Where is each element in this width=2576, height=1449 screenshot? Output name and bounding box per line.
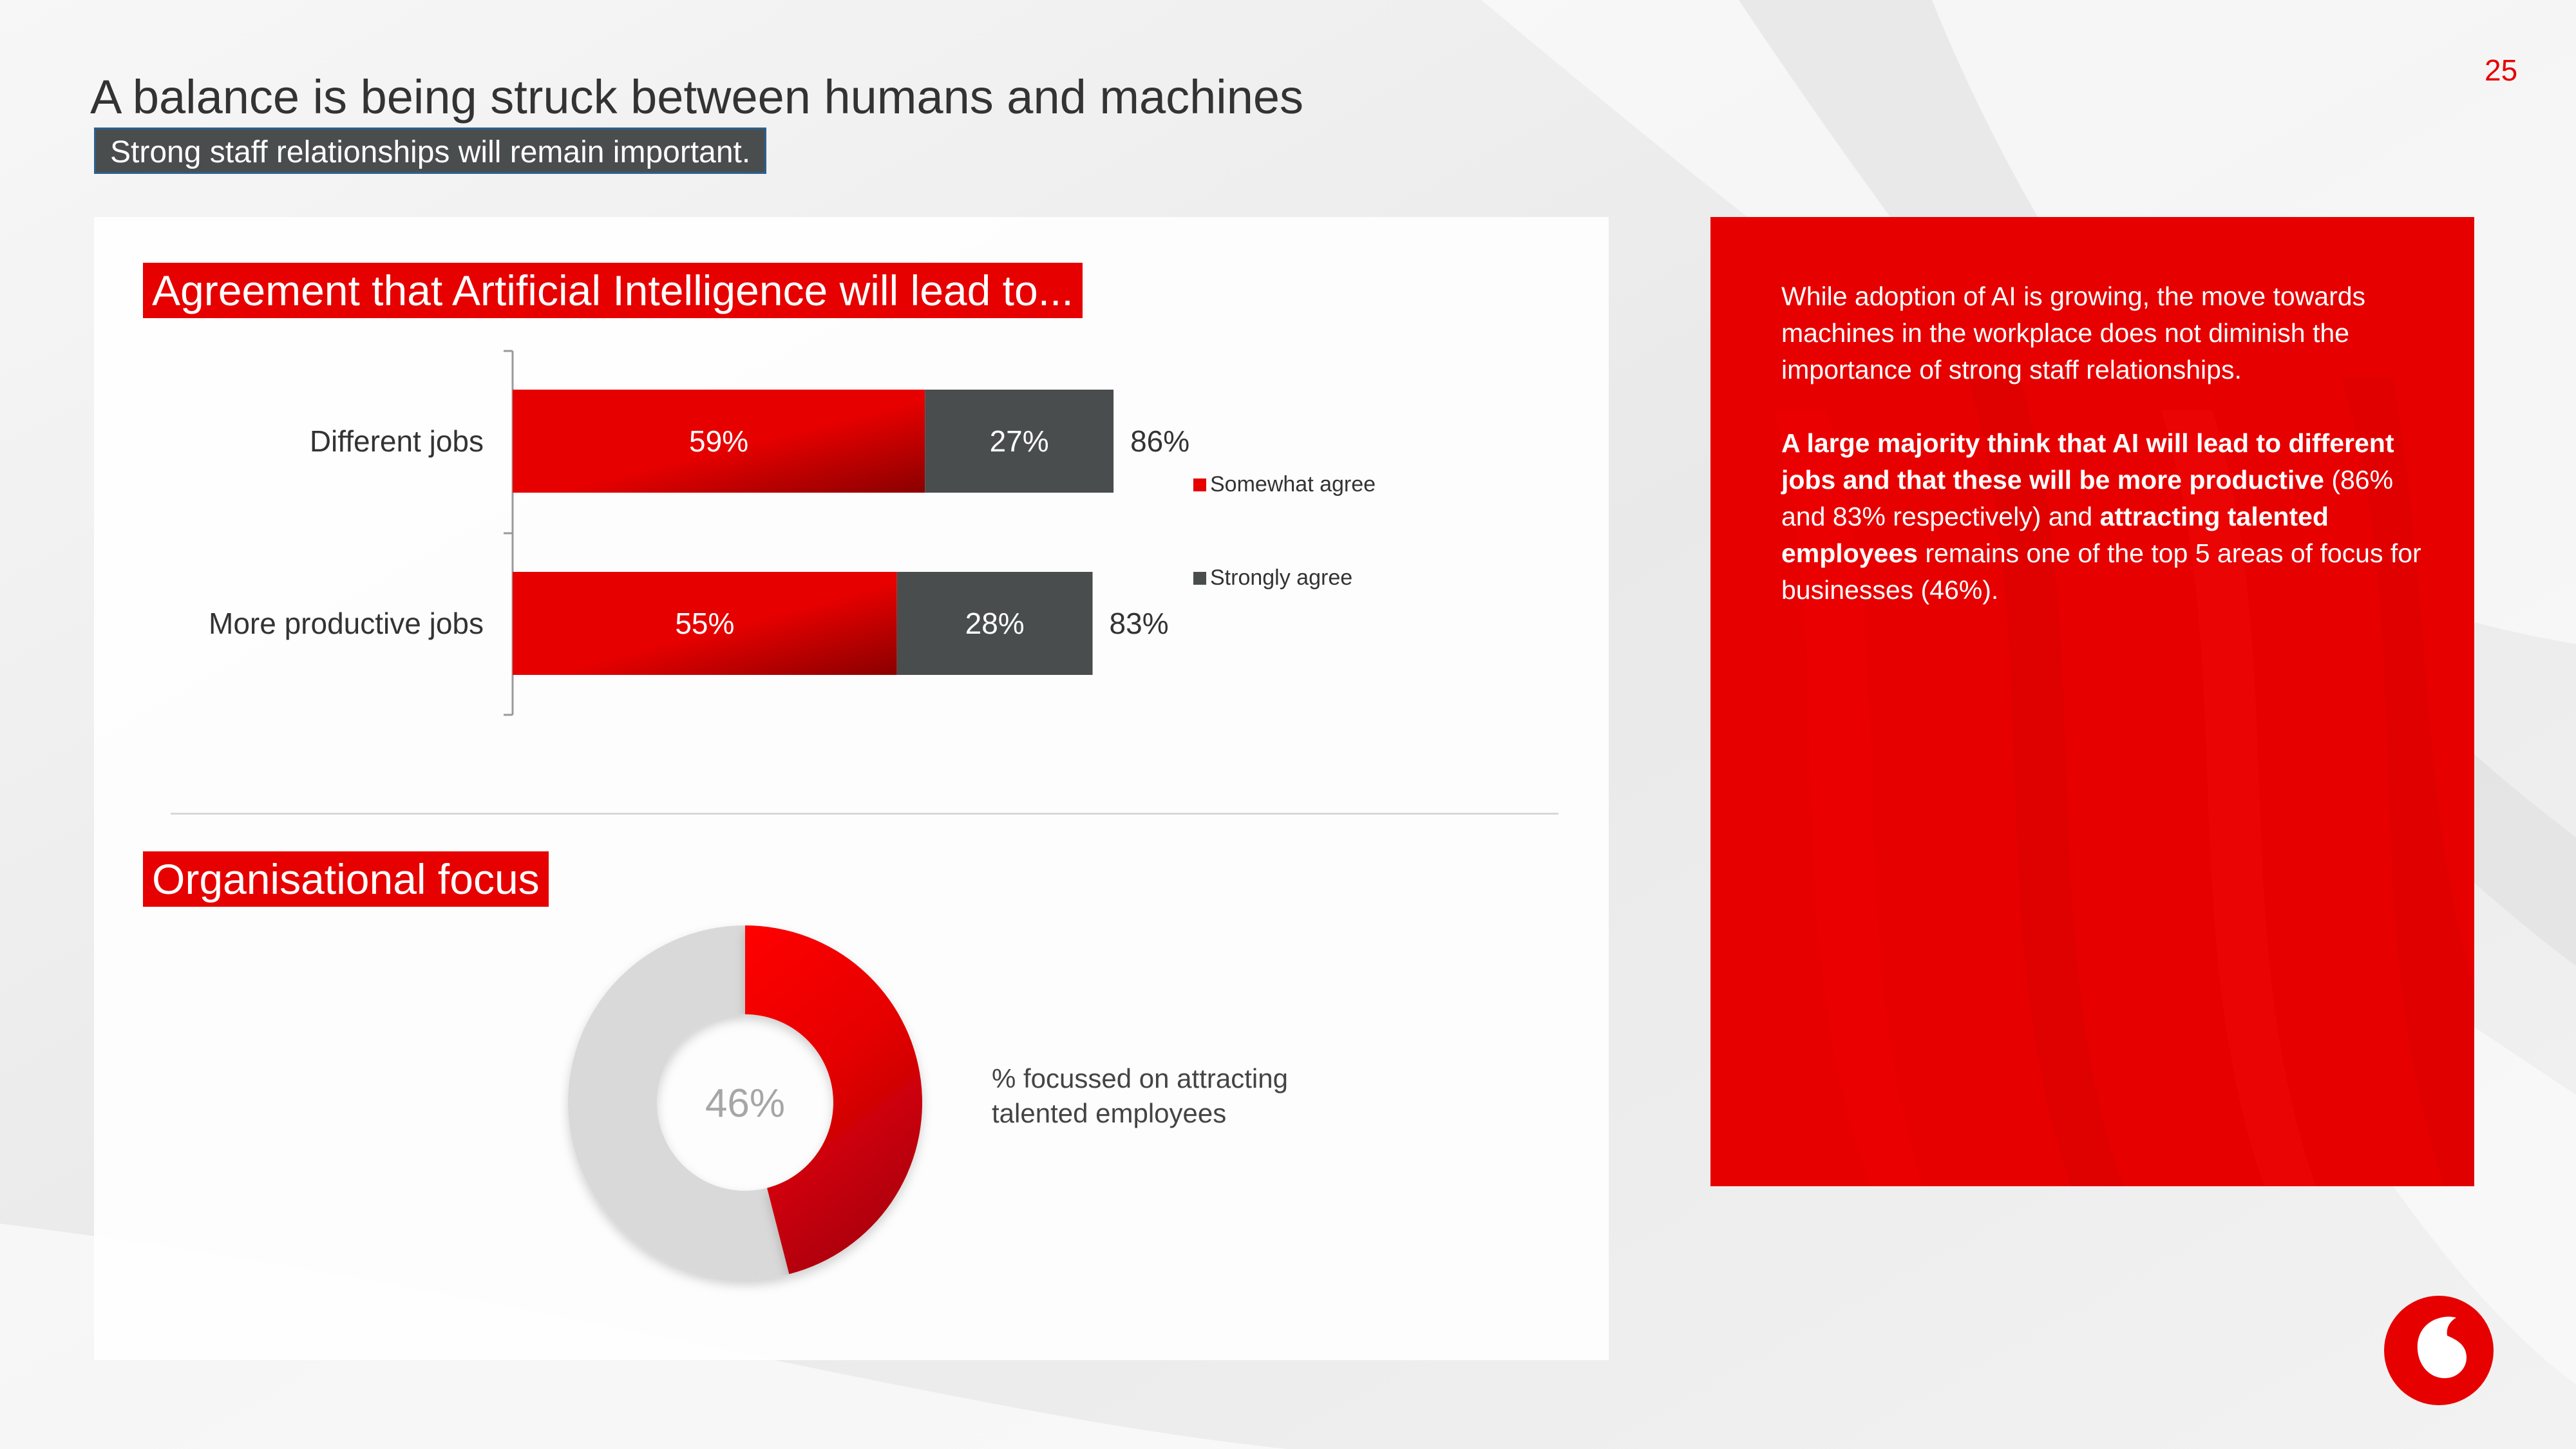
slide-title: A balance is being struck between humans… [90, 70, 1304, 124]
insight-text-1: (86% and 83% respectively) and [1781, 465, 2394, 531]
insight-bold-1: A large majority think that AI will lead… [1781, 428, 2394, 495]
vodafone-speechmark-icon [2384, 1296, 2494, 1405]
key-insight-text: While adoption of AI is growing, the mov… [1781, 278, 2425, 645]
legend-swatch [1193, 478, 1206, 491]
bar-value-label: 55% [675, 607, 734, 640]
bar-strongly-agree [925, 390, 1114, 493]
insight-bold-2: attracting talented employees [1781, 502, 2329, 568]
donut-caption: % focussed on attracting talented employ… [992, 1063, 1288, 1128]
ai-agreement-section-label: Agreement that Artificial Intelligence w… [143, 263, 1083, 318]
legend-swatch [1193, 572, 1206, 585]
organisational-focus-section-label: Organisational focus [143, 851, 549, 907]
talent-focus-donut-chart: 46% [567, 925, 922, 1280]
bar-total-label: 83% [1110, 607, 1169, 640]
bar-chart-plot: Different jobs 59% 27% 86% More productive j… [209, 350, 1376, 716]
donut-plot: 46% [567, 925, 922, 1280]
bar-value-label: 27% [990, 424, 1049, 458]
bar-somewhat-agree [513, 390, 925, 493]
category-label: Different jobs [310, 424, 484, 458]
key-insight-panel [1710, 217, 2474, 1186]
bar-strongly-agree [896, 572, 1093, 675]
insight-paragraph-1: While adoption of AI is growing, the mov… [1781, 281, 2366, 384]
bar-total-label: 86% [1130, 424, 1189, 458]
bar-somewhat-agree [513, 572, 897, 675]
ai-agreement-bar-chart: Different jobs 59% 27% 86% More productive j… [209, 350, 1376, 716]
legend-label: Strongly agree [1210, 565, 1352, 590]
donut-slice-value [745, 925, 922, 1274]
insight-paragraph-2: A large majority think that AI will lead… [1781, 425, 2425, 609]
donut-center-label: 46% [705, 1081, 785, 1126]
category-label: More productive jobs [209, 607, 484, 640]
donut-slice-remaining [567, 925, 790, 1280]
bar-value-label: 28% [965, 607, 1025, 640]
subtitle-banner: Strong staff relationships will remain i… [94, 128, 767, 174]
legend-label: Somewhat agree [1210, 472, 1376, 497]
insight-text-2: remains one of the top 5 areas of focus … [1781, 538, 2421, 605]
panel-texture [1775, 378, 2474, 1186]
page-number: 25 [2485, 53, 2518, 87]
section-divider [171, 813, 1558, 815]
bar-value-label: 59% [689, 424, 748, 458]
